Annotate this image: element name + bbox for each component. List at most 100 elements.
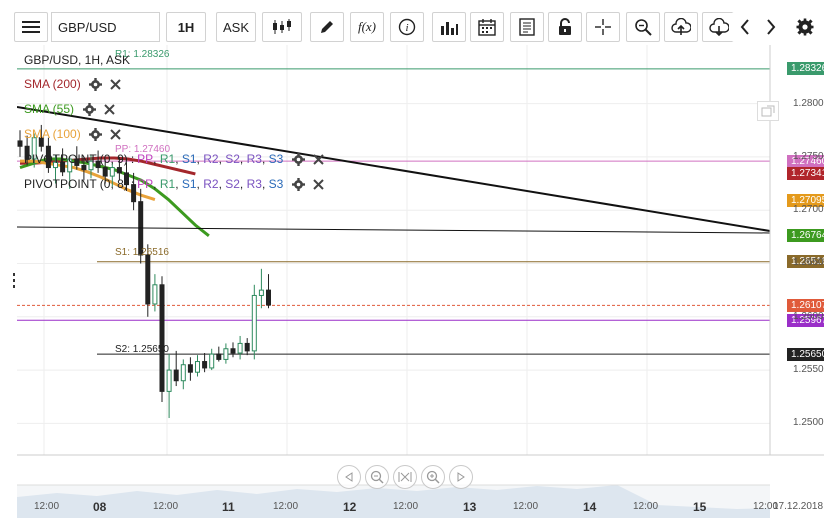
gear-icon[interactable] — [291, 152, 305, 166]
candle-body — [266, 289, 271, 306]
candle-body — [45, 145, 51, 169]
info-icon: i — [398, 18, 416, 36]
close-icon[interactable] — [109, 127, 123, 141]
time-axis-label: 15 — [693, 500, 707, 514]
fullscreen-button[interactable] — [757, 101, 779, 121]
candle-body — [17, 140, 23, 147]
candle-body — [116, 167, 122, 174]
gear-icon[interactable] — [89, 127, 103, 141]
panel-resize-handle[interactable] — [12, 272, 16, 290]
candle-body — [202, 361, 208, 369]
zoom-out-button[interactable] — [365, 465, 389, 489]
settings-button[interactable] — [790, 12, 820, 42]
candle-body — [24, 145, 30, 160]
price-type-label: ASK — [222, 19, 249, 35]
candle-body — [60, 161, 66, 173]
time-axis-label: 17.12.2018 — [773, 501, 824, 512]
pivot-r3: R3 — [246, 152, 262, 166]
zoom-in-button[interactable] — [421, 465, 445, 489]
scroll-left-button[interactable] — [732, 12, 758, 42]
candle-body — [230, 348, 236, 354]
price-type-button[interactable]: ASK — [216, 12, 256, 42]
time-axis-label: 12:00 — [633, 501, 659, 512]
menu-button[interactable] — [14, 12, 48, 42]
chart-navigation — [337, 465, 473, 489]
gear-icon[interactable] — [89, 77, 103, 91]
chart-header: GBP/USD, 1H, ASK — [24, 51, 130, 69]
pan-right-button[interactable] — [449, 465, 473, 489]
candle-body — [195, 361, 200, 373]
upload-button[interactable] — [664, 12, 698, 42]
pan-left-button[interactable] — [337, 465, 361, 489]
unlock-icon — [559, 18, 571, 35]
chart-canvas[interactable]: 1.28326 1.27460 1.27341 1.27095 1.26764 1.265… — [17, 45, 824, 518]
price-tag: 1.28326 — [787, 62, 824, 76]
gear-icon[interactable] — [291, 177, 305, 191]
price-axis-label: 1.27500 — [793, 150, 824, 162]
calendar-button[interactable] — [470, 12, 504, 42]
close-icon[interactable] — [102, 102, 116, 116]
volume-button[interactable] — [432, 12, 466, 42]
indicator-sma-200: SMA (200) — [24, 75, 123, 93]
indicator-label: PIVOTPOINT (0, 9) — [24, 152, 128, 166]
download-button[interactable] — [702, 12, 736, 42]
zoom-button[interactable] — [626, 12, 660, 42]
time-axis-label: 12:00 — [513, 501, 539, 512]
indicators-button[interactable]: f(x) — [350, 12, 384, 42]
candle-body — [251, 294, 257, 352]
level-label-r1: R1: 1.28326 — [115, 49, 170, 60]
trend-line-descending — [17, 106, 771, 232]
time-axis-label: 13 — [463, 500, 477, 514]
chart-type-button[interactable] — [262, 12, 302, 42]
pivot-r1: R1 — [159, 152, 176, 166]
news-button[interactable] — [510, 12, 544, 42]
level-label-s2: S2: 1.25650 — [115, 344, 169, 355]
close-icon[interactable] — [109, 77, 123, 91]
price-axis-label: 1.28000 — [793, 97, 824, 109]
scroll-right-button[interactable] — [758, 12, 784, 42]
level-label-s1: S1: 1.26516 — [115, 247, 169, 258]
price-tag: 1.27095 — [787, 193, 824, 207]
candle-body — [258, 289, 264, 296]
price-tag: 1.26764 — [787, 228, 824, 242]
candle-body — [173, 369, 179, 382]
time-axis-label: 12:00 — [273, 501, 299, 512]
crosshair-button[interactable] — [586, 12, 620, 42]
pencil-icon — [321, 21, 333, 33]
candle-body — [159, 284, 165, 392]
calendar-icon — [478, 19, 496, 36]
price-chart[interactable] — [17, 45, 824, 518]
candle-body — [95, 160, 101, 169]
indicator-pivot-9: PIVOTPOINT (0, 9) : PP, R1, S1, R2, S2, … — [24, 150, 325, 168]
svg-text:i: i — [405, 22, 408, 34]
candles — [17, 124, 271, 419]
triangle-left-icon — [345, 472, 353, 482]
symbol-input[interactable] — [51, 12, 160, 42]
candle-body — [88, 160, 94, 171]
price-tag: 1.25967 — [787, 313, 824, 327]
price-axis-label: 1.26500 — [793, 257, 824, 269]
gear-icon[interactable] — [82, 102, 96, 116]
indicator-label: SMA (55) — [24, 102, 75, 116]
price-tag: 1.26107 — [787, 298, 824, 312]
pivot-pp: PP — [137, 152, 154, 166]
pivot-s2: S2 — [225, 177, 240, 191]
bar-chart-icon — [441, 22, 458, 35]
candle-body — [124, 172, 129, 186]
reset-zoom-button[interactable] — [393, 465, 417, 489]
price-axis-label: 1.25500 — [793, 364, 824, 376]
candle-body — [244, 342, 250, 352]
lock-button[interactable] — [548, 12, 582, 42]
chevron-left-icon — [740, 19, 749, 35]
close-icon[interactable] — [311, 177, 325, 191]
pivot-pp: PP — [137, 177, 154, 191]
candle-body — [81, 164, 87, 171]
candle-body — [180, 364, 186, 382]
draw-tool-button[interactable] — [310, 12, 344, 42]
info-button[interactable]: i — [390, 12, 424, 42]
close-icon[interactable] — [311, 152, 325, 166]
magnifier-icon — [635, 19, 652, 36]
expand-icon — [761, 105, 775, 117]
timeframe-button[interactable]: 1H — [166, 12, 206, 42]
candle-body — [53, 161, 58, 169]
